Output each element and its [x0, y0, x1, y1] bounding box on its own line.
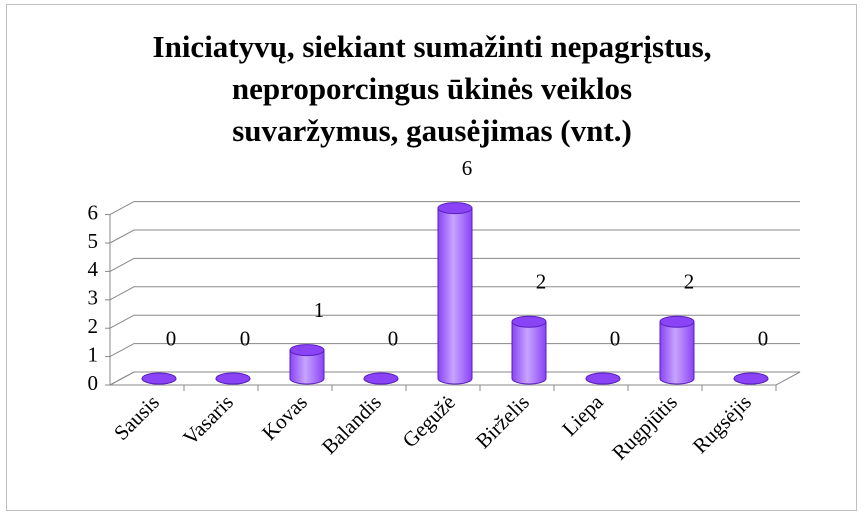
data-label: 2 — [536, 270, 547, 294]
bar-top — [659, 315, 695, 328]
data-label: 0 — [610, 326, 621, 350]
bar-top — [733, 372, 769, 385]
grid-line — [109, 257, 800, 272]
bar — [289, 349, 325, 385]
data-label: 1 — [314, 298, 325, 322]
bar-top — [363, 372, 399, 385]
bar-top — [437, 202, 473, 215]
bar — [659, 321, 695, 385]
grid-line — [109, 286, 800, 301]
chart-title: Iniciatyvų, siekiant sumažinti nepagrįst… — [153, 29, 712, 64]
y-tick-label: 4 — [88, 257, 99, 281]
data-label: 0 — [388, 326, 399, 350]
data-label: 0 — [240, 326, 251, 350]
bar — [511, 321, 547, 385]
chart-title: neproporcingus ūkinės veiklos — [232, 71, 632, 106]
bar — [437, 207, 473, 385]
bar-top — [511, 315, 547, 328]
y-tick-label: 0 — [88, 371, 99, 395]
chart-border — [6, 4, 857, 511]
y-tick-label: 1 — [88, 342, 99, 366]
chart-title: suvaržymus, gausėjimas (vnt.) — [232, 113, 632, 148]
grid-line — [109, 201, 800, 216]
grid-line — [109, 229, 800, 244]
bar-top — [215, 372, 251, 385]
bar-top — [141, 372, 177, 385]
grid-line — [109, 343, 800, 358]
y-tick-label: 6 — [88, 200, 99, 224]
data-label: 2 — [684, 270, 695, 294]
data-label: 0 — [166, 326, 177, 350]
y-tick-label: 2 — [88, 314, 99, 338]
y-tick-label: 5 — [88, 229, 99, 253]
bar-top — [289, 344, 325, 357]
y-tick-label: 3 — [88, 286, 99, 310]
bar-top — [585, 372, 621, 385]
data-label: 6 — [462, 156, 473, 180]
grid-line — [109, 314, 800, 329]
grid-line — [109, 371, 800, 386]
data-label: 0 — [758, 326, 769, 350]
